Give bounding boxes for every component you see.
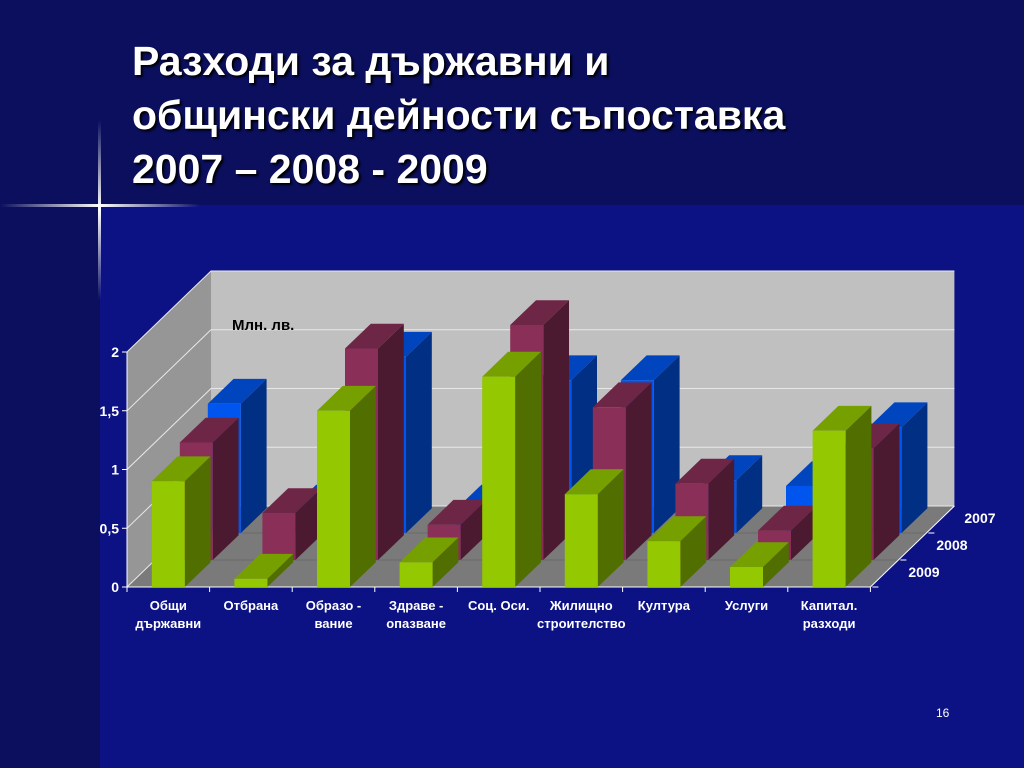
bar-front (482, 376, 516, 587)
bar-side (378, 323, 404, 560)
category-label: Образо - вание (305, 598, 362, 631)
category-label: Жилищно строителство (537, 598, 626, 631)
bar-front (812, 430, 846, 587)
slide-title: Разходи за държавни и общински дейности … (132, 34, 992, 196)
series-label-2008: 2008 (936, 537, 967, 553)
bar-side (515, 351, 541, 587)
bar-2009-5 (482, 351, 541, 587)
gridline (126, 329, 955, 412)
bar-top (179, 417, 239, 443)
bar-front (317, 410, 350, 587)
y-tick-label: 1,5 (100, 403, 120, 419)
bar-top (812, 405, 872, 431)
bar-side (240, 378, 267, 533)
bar-top (510, 300, 569, 325)
bar-top (758, 505, 817, 531)
bar-front (151, 481, 185, 587)
bar-top (592, 382, 652, 408)
category-label: Соц. Оси. (467, 598, 530, 613)
bar-top (151, 456, 211, 482)
bar-side (625, 382, 652, 560)
category-label: Услуги (724, 598, 769, 613)
bar-2009-1 (151, 456, 211, 587)
bar-side (736, 455, 763, 533)
gridline (126, 388, 955, 470)
bar-top (647, 516, 707, 542)
series-label-2007: 2007 (964, 510, 995, 526)
bar-top (620, 355, 680, 381)
bar-top (868, 402, 928, 428)
series-2009 (151, 351, 872, 587)
y-tick-label: 2 (111, 344, 119, 360)
bar-top (730, 542, 789, 567)
category-label: Здраве - опазване (386, 598, 446, 631)
bar-side (653, 355, 680, 533)
bar-side (791, 505, 817, 560)
bar-top (234, 553, 294, 579)
bar-top (675, 458, 735, 484)
bar-front (234, 578, 268, 587)
y-tick-label: 0 (111, 579, 119, 595)
bar-top (262, 488, 322, 513)
bar-top (427, 499, 487, 525)
bar-side (763, 542, 789, 587)
category-label: Отбрана (223, 598, 279, 613)
bar-front (647, 541, 681, 587)
bar-side (680, 516, 707, 587)
bar-top (564, 469, 624, 495)
category-label: Култура (637, 598, 690, 613)
series-label-2009: 2009 (908, 564, 939, 580)
bar-side (406, 331, 432, 533)
bar-2008-2 (262, 488, 322, 560)
gridline (126, 270, 955, 353)
title-line-3: 2007 – 2008 - 2009 (132, 146, 488, 192)
bar-2009-4 (399, 537, 459, 587)
title-line-1: Разходи за държавни и (132, 38, 610, 84)
slide-number: 16 (936, 706, 950, 720)
bar-side (267, 553, 294, 587)
bar-front (399, 562, 433, 587)
left-band (0, 205, 100, 768)
bar-side (184, 456, 211, 587)
bar-side (708, 458, 735, 560)
bar-2009-6 (564, 469, 624, 587)
bar-2009-7 (647, 516, 707, 587)
bar-front (730, 567, 763, 587)
bar-2009-9 (812, 405, 872, 587)
bar-side (845, 405, 872, 587)
unit-label: Млн. лв. (232, 317, 294, 334)
bar-top (482, 351, 541, 377)
bar-top (207, 378, 267, 404)
bar-2009-8 (730, 542, 789, 587)
bar-side (901, 402, 928, 533)
bar-side (543, 300, 569, 560)
bar-side (295, 488, 322, 560)
bar-side (212, 417, 239, 560)
y-tick-label: 0,5 (100, 520, 120, 536)
bar-top (345, 323, 404, 349)
bar-side (432, 537, 459, 587)
bar-side (460, 499, 487, 560)
bar-side (350, 385, 376, 587)
bar-2009-2 (234, 553, 294, 587)
sparkle-decoration (0, 120, 200, 300)
bar-front (564, 494, 598, 587)
depth-axis-line (870, 505, 955, 588)
bar-front (262, 513, 296, 560)
bar-top (399, 537, 459, 563)
bar-top (317, 385, 376, 411)
bar-side (597, 469, 624, 587)
title-band (0, 0, 1024, 205)
y-tick-label: 1 (111, 462, 119, 478)
bar-side (873, 423, 900, 560)
bar-2009-3 (317, 385, 376, 587)
category-label: Общи държавни (135, 598, 202, 631)
category-label: Капитал. разходи (800, 598, 858, 631)
title-line-2: общински дейности съпоставка (132, 92, 786, 138)
